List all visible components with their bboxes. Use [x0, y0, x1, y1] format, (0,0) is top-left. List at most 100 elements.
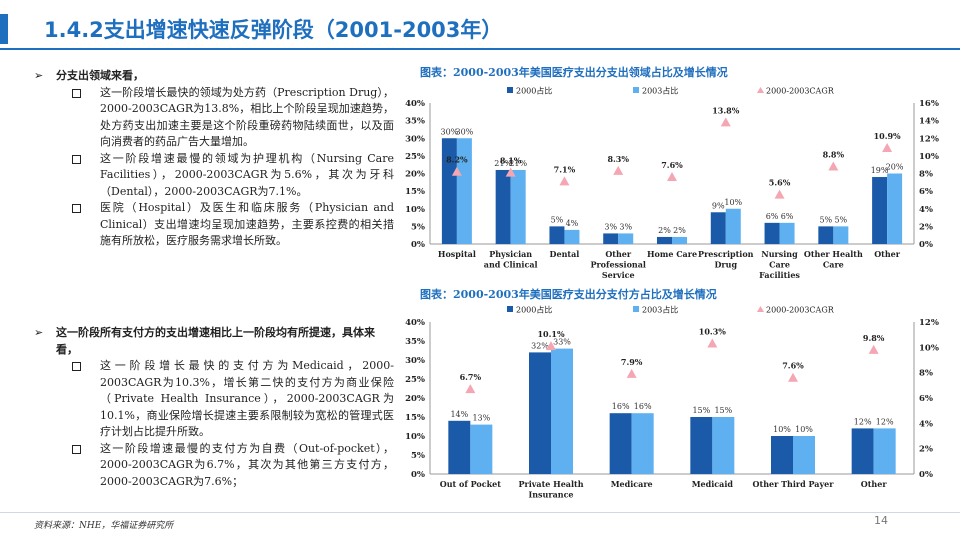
cagr-value-label: 10.9% [874, 131, 901, 141]
legend-label: 2000-2003CAGR [766, 87, 835, 96]
bar-value-label: 6% [781, 212, 794, 221]
list-item: 这一阶段增长最快的领域为处方药（Prescription Drug），2000-… [34, 85, 394, 151]
x-tick-label: Dental [550, 249, 580, 259]
list-item: 这一阶段增长最快的支付方为Medicaid，2000-2003CAGR为10.3… [34, 358, 394, 441]
y-tick-label-right: 4% [919, 205, 933, 215]
bar-2000 [441, 138, 457, 244]
bar-value-label: 5% [819, 215, 832, 224]
y-tick-label-left: 10% [405, 432, 425, 442]
cagr-marker [707, 338, 718, 348]
legend-label: 2003占比 [642, 86, 678, 96]
y-tick-label-left: 30% [405, 356, 425, 366]
bar-2000 [771, 436, 793, 474]
y-tick-label-right: 2% [919, 222, 933, 232]
x-tick-label: Other Third Payer [753, 479, 835, 489]
list-item-text: 这一阶段增速最慢的领域为护理机构（Nursing Care Facilities… [100, 151, 394, 198]
x-tick-label: Other [861, 479, 888, 489]
section-spending-areas: ➢ 分支出领域来看， 这一阶段增长最快的领域为处方药（Prescription … [34, 68, 394, 250]
page-title: 1.4.2支出增速快速反弹阶段（2001-2003年） [44, 18, 503, 42]
y-tick-label-right: 12% [919, 134, 939, 144]
bar-2003 [456, 138, 472, 244]
cagr-value-label: 6.7% [460, 372, 482, 382]
y-tick-label-right: 8% [919, 170, 933, 180]
bar-value-label: 12% [876, 417, 894, 426]
y-tick-label-right: 16% [919, 99, 939, 109]
cagr-value-label: 7.1% [554, 164, 576, 174]
cagr-marker [667, 172, 677, 182]
legend-label: 2003占比 [642, 305, 678, 315]
cagr-value-label: 8.8% [823, 149, 845, 159]
bar-2000 [529, 352, 551, 474]
square-bullet-icon [72, 444, 81, 454]
list-item-text: 这一阶段增长最快的领域为处方药（Prescription Drug），2000-… [100, 85, 394, 149]
legend-swatch [633, 306, 639, 312]
y-tick-label-right: 6% [919, 187, 933, 197]
bar-value-label: 30% [440, 127, 458, 136]
bar-value-label: 3% [604, 222, 617, 231]
arrow-bullet-icon: ➢ [34, 69, 44, 82]
list-item-text: 医院（Hospital）及医生和临床服务（Physician and Clini… [100, 201, 394, 247]
x-tick-label: Medicaid [692, 479, 734, 489]
bar-value-label: 21% [509, 159, 527, 168]
bar-value-label: 3% [619, 222, 632, 231]
cagr-value-label: 7.9% [621, 357, 643, 367]
title-accent [0, 14, 8, 44]
bar-2000 [549, 226, 565, 244]
cagr-marker [774, 189, 785, 199]
cagr-marker [626, 368, 637, 378]
legend-label: 2000占比 [516, 86, 552, 96]
x-tick-label: Service [602, 270, 635, 280]
y-tick-label-left: 20% [405, 170, 425, 180]
bar-2003 [887, 173, 903, 244]
bar-value-label: 13% [472, 414, 490, 423]
y-tick-label-right: 8% [919, 369, 933, 379]
chart-svg: 2000占比 2003占比 2000-2003CAGR 0% 5% 10% 15% 20% 25… [405, 305, 939, 500]
bar-value-label: 20% [886, 163, 904, 172]
bar-2000 [603, 233, 619, 244]
cagr-marker [559, 176, 570, 186]
cagr-value-label: 7.6% [661, 160, 683, 170]
x-tick-label: and Clinical [484, 260, 538, 270]
title-bar: 1.4.2支出增速快速反弹阶段（2001-2003年） [0, 0, 960, 52]
cagr-marker [828, 161, 839, 171]
y-tick-label-left: 5% [411, 451, 425, 461]
bar-value-label: 10% [724, 198, 742, 207]
bar-2003 [510, 169, 526, 244]
bar-2000 [495, 169, 511, 244]
cagr-value-label: 7.6% [782, 361, 804, 371]
y-tick-label-left: 20% [405, 394, 425, 404]
cagr-marker [788, 372, 798, 382]
bar-value-label: 33% [553, 338, 571, 347]
y-tick-label-left: 40% [405, 318, 425, 328]
cagr-value-label: 5.6% [769, 178, 791, 188]
legend-label: 2000-2003CAGR [766, 306, 835, 315]
bar-value-label: 2% [673, 226, 686, 235]
x-tick-label: Insurance [528, 490, 573, 500]
cagr-marker [868, 344, 879, 354]
bar-2003 [873, 428, 896, 474]
list-item: 这一阶段增速最慢的支付方为自费（Out-of-pocket），2000-2003… [34, 441, 394, 491]
bar-value-label: 19% [871, 166, 889, 175]
bar-2000 [851, 428, 874, 474]
bar-value-label: 14% [450, 410, 468, 419]
bar-2003 [618, 233, 634, 244]
chart-spending-areas: 图表：2000-2003年美国医疗支出分支出领域占比及增长情况 2000占比 20… [396, 58, 960, 290]
y-tick-label-right: 0% [919, 470, 933, 480]
bar-value-label: 2% [658, 226, 671, 235]
y-tick-label-right: 0% [919, 240, 933, 250]
y-tick-label-left: 25% [405, 152, 425, 162]
y-tick-label-left: 0% [411, 470, 425, 480]
bar-2000 [609, 413, 632, 474]
bar-value-label: 12% [854, 417, 872, 426]
bar-value-label: 5% [834, 215, 847, 224]
chart-payers: 图表：2000-2003年美国医疗支出分支付方占比及增长情况 2000占比 200… [396, 280, 960, 508]
x-tick-label: Drug [714, 260, 737, 270]
y-tick-label-left: 25% [405, 375, 425, 385]
section-heading-text: 分支出领域来看， [56, 69, 144, 82]
list-item: 这一阶段增速最慢的领域为护理机构（Nursing Care Facilities… [34, 151, 394, 201]
arrow-bullet-icon: ➢ [34, 326, 44, 339]
section-heading: ➢ 分支出领域来看， [34, 68, 394, 85]
cagr-marker [882, 142, 893, 152]
list-item-text: 这一阶段增长最快的支付方为Medicaid，2000-2003CAGR为10.3… [100, 359, 394, 438]
y-tick-label-left: 35% [405, 337, 425, 347]
